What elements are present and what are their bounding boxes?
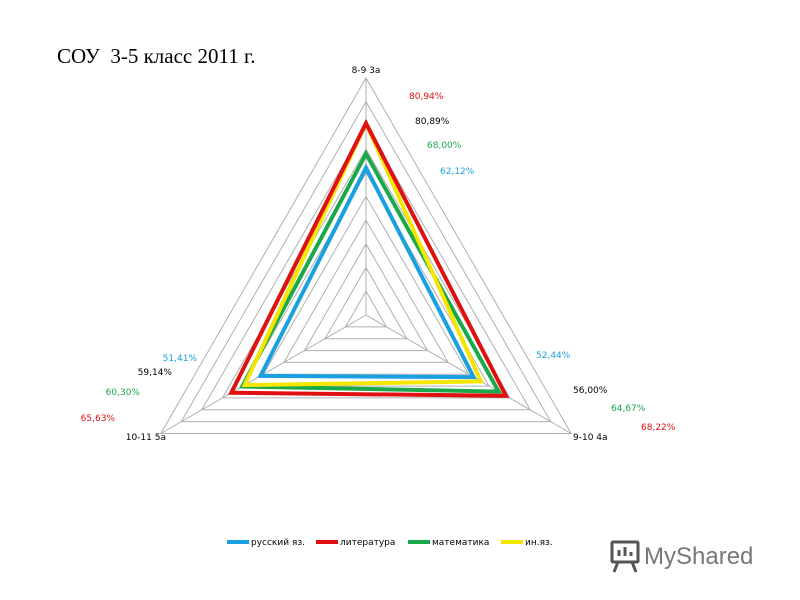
page-title: СОУ 3-5 класс 2011 г. bbox=[57, 44, 256, 68]
series-line-1 bbox=[257, 163, 477, 380]
legend-item-1: русский яз. bbox=[227, 538, 305, 548]
myshared-logo: MyShared bbox=[608, 536, 768, 576]
grid-ring bbox=[283, 219, 449, 363]
axis-label-3: 10-11 5а bbox=[126, 433, 166, 443]
value-label: 52,44% bbox=[536, 351, 571, 361]
grid-ring bbox=[242, 171, 490, 387]
presentation-board-icon bbox=[610, 540, 640, 573]
series-line-4 bbox=[241, 118, 484, 388]
grid-ring bbox=[262, 195, 470, 375]
axis-label-1: 8-9 3а bbox=[352, 66, 381, 76]
axis-labels: 8-9 3а 9-10 4а 10-11 5а bbox=[126, 66, 608, 443]
legend-item-4: ин.яз. bbox=[501, 538, 553, 548]
grid-ring bbox=[159, 76, 573, 434]
grid-ring bbox=[303, 242, 429, 352]
value-label: 59,14% bbox=[138, 368, 173, 378]
grid-ring bbox=[180, 100, 552, 423]
radar-grid bbox=[159, 76, 573, 434]
grid-ring bbox=[324, 266, 408, 340]
grid-ring bbox=[200, 124, 532, 411]
logo-text: MyShared bbox=[644, 543, 753, 570]
grid-spoke bbox=[365, 314, 572, 434]
legend-label: ин.яз. bbox=[525, 538, 553, 548]
value-label: 80,94% bbox=[409, 92, 444, 102]
legend-item-3: математика bbox=[408, 538, 489, 548]
legend: русский яз. литература математика ин.яз. bbox=[227, 538, 553, 548]
grid-ring bbox=[344, 290, 388, 328]
value-label: 64,67% bbox=[611, 404, 646, 414]
legend-label: русский яз. bbox=[251, 538, 305, 548]
value-labels: 80,94% 80,89% 68,00% 62,12% 68,22% 56,00%64,6… bbox=[81, 92, 676, 433]
series-lines bbox=[228, 118, 510, 398]
value-label: 62,12% bbox=[440, 167, 475, 177]
axis-label-2: 9-10 4а bbox=[573, 433, 608, 443]
value-label: 60,30% bbox=[106, 388, 141, 398]
value-label: 68,00% bbox=[427, 141, 462, 151]
value-label: 65,63% bbox=[81, 414, 116, 424]
value-label: 51,41% bbox=[163, 354, 198, 364]
legend-label: литература bbox=[340, 538, 395, 548]
series-line-2 bbox=[228, 118, 510, 398]
value-label: 80,89% bbox=[415, 117, 450, 127]
value-label: 68,22% bbox=[641, 423, 676, 433]
legend-item-2: литература bbox=[316, 538, 395, 548]
value-label: 56,00% bbox=[573, 386, 608, 396]
legend-label: математика bbox=[432, 538, 489, 548]
